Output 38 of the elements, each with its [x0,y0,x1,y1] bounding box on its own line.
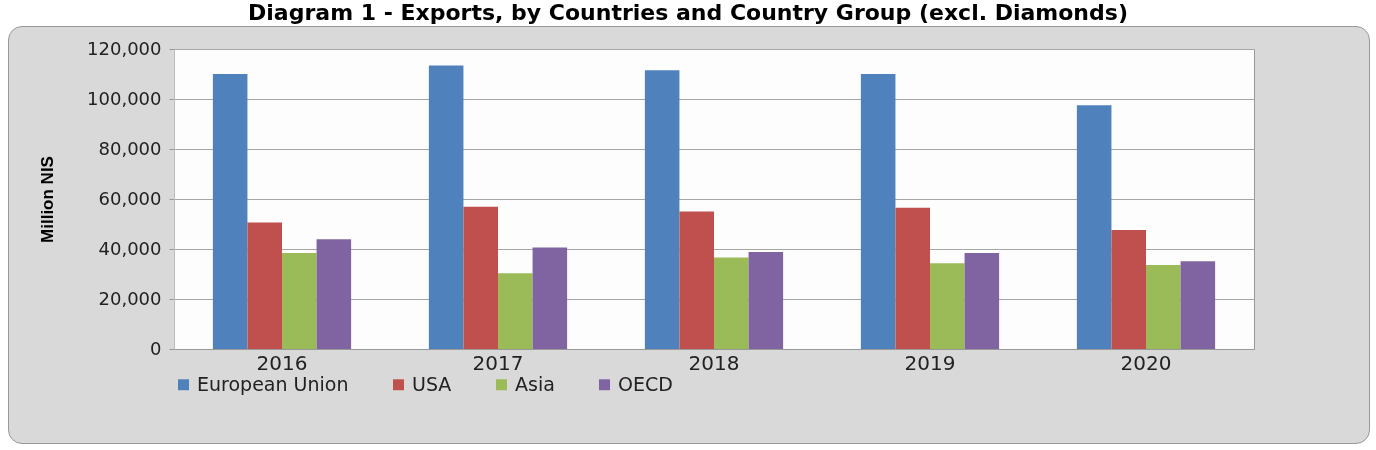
bar [1111,230,1146,349]
bar [316,239,352,349]
x-tick-label: 2019 [904,350,956,375]
legend-label: USA [412,372,452,395]
bar [282,253,317,349]
bar [532,247,568,349]
y-tick-label: 60,000 [98,187,162,209]
bar [212,74,248,349]
bar [644,70,680,349]
bar [1076,105,1112,349]
bar [428,65,464,349]
bar [860,74,896,349]
legend-label: Asia [515,372,555,395]
y-tick-label: 120,000 [87,37,162,59]
bar [463,206,498,349]
y-tick-label: 100,000 [87,87,162,109]
bar [1180,261,1216,349]
y-axis-title: Million NIS [38,156,58,243]
x-tick-label: 2016 [256,350,308,375]
y-tick-label: 40,000 [98,237,162,259]
y-tick-label: 0 [150,337,162,359]
bar [679,211,714,349]
legend-label: European Union [197,372,349,395]
x-tick-label: 2018 [688,350,740,375]
y-tick-label: 20,000 [98,287,162,309]
bar [498,273,533,349]
bar [714,257,749,349]
x-tick-label: 2020 [1120,350,1172,375]
bar [247,222,282,349]
bar [895,207,930,349]
bar [930,263,965,349]
legend-label: OECD [618,372,673,395]
x-tick-label: 2017 [472,350,524,375]
bar [964,253,1000,349]
bar [1146,265,1181,349]
bar [748,252,784,349]
chart-title: Diagram 1 - Exports, by Countries and Country Group (excl. Diamonds) [247,0,1129,25]
y-tick-label: 80,000 [98,137,162,159]
